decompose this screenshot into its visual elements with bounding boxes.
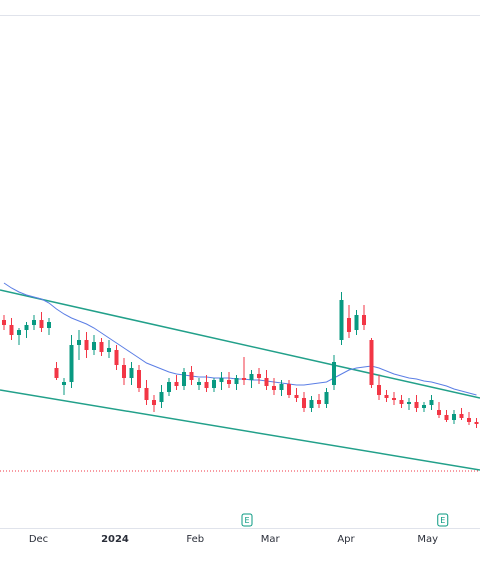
candle-body (174, 382, 179, 386)
candle-body (39, 320, 44, 328)
candle-body (369, 340, 374, 385)
candle-body (384, 395, 389, 398)
candle-body (76, 340, 81, 345)
candle-body (61, 382, 66, 385)
candle-body (211, 380, 216, 388)
candle-body (466, 418, 471, 422)
candle-body (136, 370, 141, 388)
candle-body (339, 300, 344, 340)
candle-body (421, 405, 426, 408)
x-tick-label: Dec (29, 534, 48, 545)
candle-body (46, 322, 51, 328)
candle-body (84, 340, 89, 350)
candle-body (436, 410, 441, 415)
candle-body (331, 362, 336, 385)
candle-body (316, 400, 321, 404)
event-label: E (440, 516, 445, 525)
candle-body (279, 384, 284, 390)
x-tick-label: May (417, 534, 438, 545)
candle-body (399, 400, 404, 404)
candle-body (451, 414, 456, 420)
trendline (0, 289, 480, 399)
candle-body (114, 350, 119, 365)
candle-body (241, 378, 246, 380)
candle-body (54, 368, 59, 378)
candle-body (69, 345, 74, 382)
trendline (0, 389, 480, 471)
candle-body (204, 382, 209, 388)
candle-body (196, 382, 201, 385)
x-tick-label: Feb (186, 534, 204, 545)
candle-body (354, 315, 359, 330)
candle-body (31, 320, 36, 325)
candle-body (324, 392, 329, 404)
x-tick-label: Apr (337, 534, 355, 545)
candle-body (391, 398, 396, 400)
candle-body (294, 395, 299, 398)
candle-body (99, 342, 104, 352)
candle-body (429, 400, 434, 405)
candle-body (226, 380, 231, 384)
candle-body (444, 415, 449, 420)
candle-body (9, 325, 14, 335)
candle-body (234, 378, 239, 384)
moving-average (3, 282, 477, 396)
candle-body (144, 388, 149, 400)
x-tick-label: Mar (261, 534, 281, 545)
candle-body (264, 378, 269, 386)
candle-body (271, 386, 276, 390)
candle-body (121, 365, 126, 378)
candle-body (1, 320, 6, 325)
candle-body (159, 392, 164, 402)
candle-body (24, 325, 29, 330)
candle-body (361, 315, 366, 325)
event-badge (241, 513, 253, 527)
candle-body (414, 402, 419, 408)
candle-body (376, 385, 381, 395)
candle-body (129, 368, 134, 378)
candle-body (151, 400, 156, 405)
candle-body (181, 372, 186, 386)
event-badge (437, 513, 449, 527)
candle-body (256, 374, 261, 378)
candle-body (459, 414, 464, 418)
candle-body (286, 384, 291, 395)
x-tick-label: 2024 (101, 534, 129, 545)
candle-body (16, 330, 21, 335)
candle-body (346, 318, 351, 332)
event-label: E (244, 516, 249, 525)
candle-body (249, 374, 254, 380)
candle-body (309, 400, 314, 408)
candle-body (166, 382, 171, 392)
candle-body (301, 398, 306, 408)
candle-body (474, 422, 479, 424)
candle-body (406, 402, 411, 404)
candle-body (106, 348, 111, 352)
candle-body (91, 342, 96, 350)
candle-body (189, 372, 194, 380)
candle-body (219, 378, 224, 382)
